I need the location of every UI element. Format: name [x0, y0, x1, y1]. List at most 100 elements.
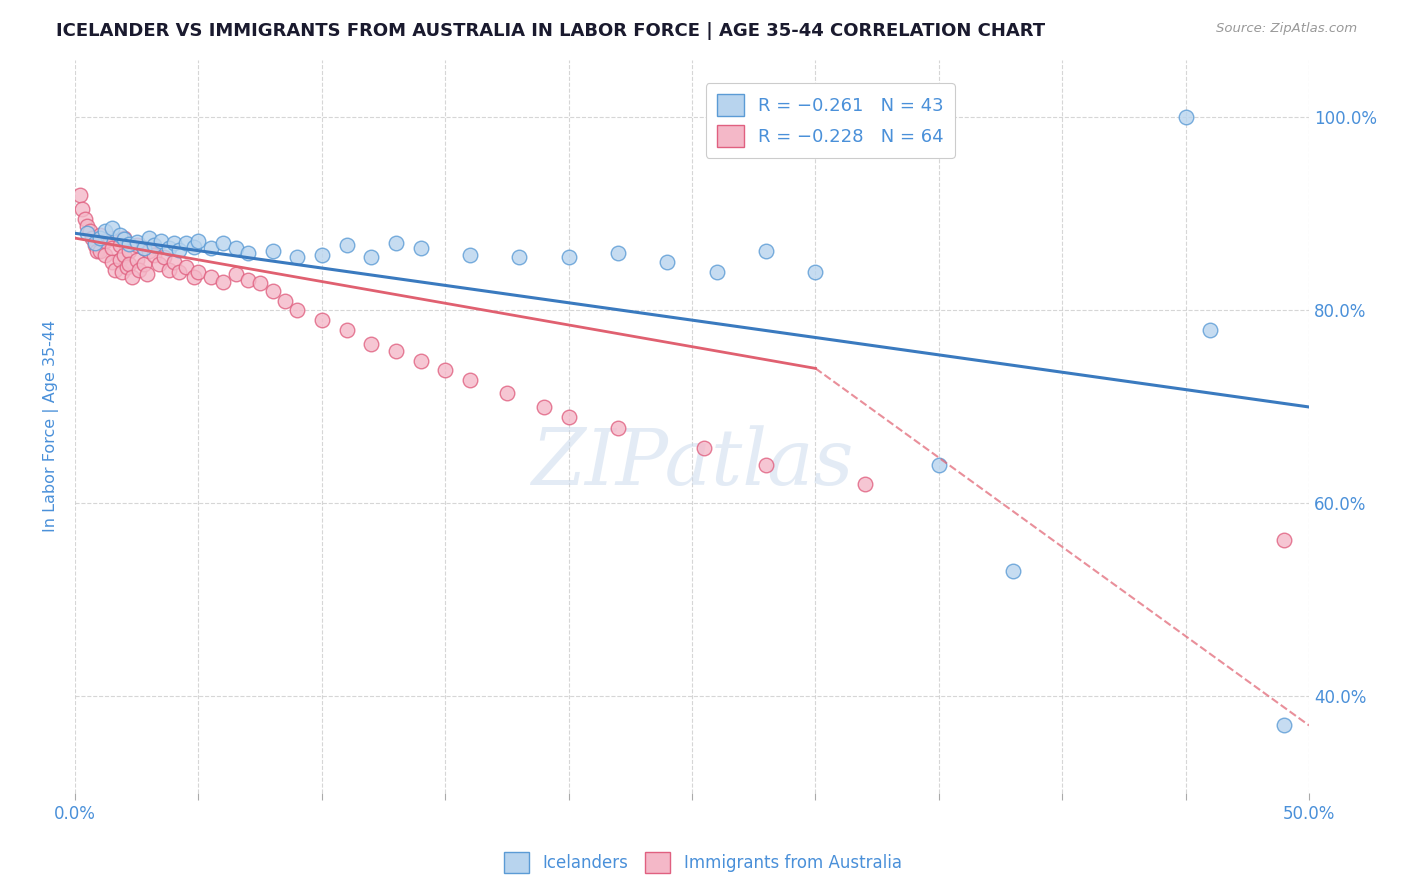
Point: [143, 247, 166, 261]
Point: [174, 235, 197, 250]
Point: [167, 265, 190, 279]
Text: ZIPatlas: ZIPatlas: [531, 425, 853, 501]
Point: [163, 235, 186, 250]
Point: [125, 253, 148, 268]
Point: [98, 231, 121, 245]
Point: [212, 275, 235, 289]
Point: [69, 187, 91, 202]
Point: [360, 337, 382, 351]
Point: [311, 247, 333, 261]
Point: [174, 260, 197, 274]
Point: [187, 234, 209, 248]
Point: [249, 277, 271, 291]
Point: [285, 303, 308, 318]
Point: [134, 241, 156, 255]
Point: [183, 269, 205, 284]
Point: [101, 241, 124, 255]
Point: [607, 421, 630, 435]
Point: [496, 385, 519, 400]
Point: [114, 247, 136, 261]
Point: [212, 235, 235, 250]
Point: [157, 263, 180, 277]
Point: [187, 265, 209, 279]
Point: [157, 241, 180, 255]
Point: [134, 257, 156, 271]
Point: [1274, 718, 1296, 732]
Point: [693, 441, 716, 455]
Y-axis label: In Labor Force | Age 35-44: In Labor Force | Age 35-44: [44, 320, 59, 533]
Point: [385, 344, 408, 359]
Point: [118, 257, 141, 271]
Point: [83, 238, 105, 252]
Point: [533, 400, 555, 414]
Legend: Icelanders, Immigrants from Australia: Icelanders, Immigrants from Australia: [498, 846, 908, 880]
Point: [138, 231, 160, 245]
Legend: R = −0.261   N = 43, R = −0.228   N = 64: R = −0.261 N = 43, R = −0.228 N = 64: [706, 83, 955, 158]
Point: [557, 251, 579, 265]
Point: [111, 265, 134, 279]
Point: [114, 231, 136, 245]
Point: [274, 293, 297, 308]
Point: [79, 224, 101, 238]
Point: [118, 236, 141, 251]
Point: [135, 267, 157, 281]
Point: [755, 458, 778, 472]
Point: [1199, 323, 1222, 337]
Point: [804, 265, 827, 279]
Point: [143, 238, 166, 252]
Point: [1174, 111, 1197, 125]
Point: [262, 244, 284, 258]
Point: [409, 353, 432, 368]
Point: [385, 235, 408, 250]
Point: [1001, 564, 1024, 578]
Point: [115, 260, 138, 274]
Point: [89, 244, 111, 258]
Point: [853, 477, 876, 491]
Point: [103, 263, 125, 277]
Point: [150, 234, 173, 248]
Point: [121, 269, 143, 284]
Text: Source: ZipAtlas.com: Source: ZipAtlas.com: [1216, 22, 1357, 36]
Point: [458, 247, 481, 261]
Point: [262, 284, 284, 298]
Point: [93, 247, 115, 261]
Point: [125, 238, 148, 252]
Point: [76, 227, 98, 241]
Point: [125, 235, 148, 249]
Point: [128, 263, 150, 277]
Point: [101, 221, 124, 235]
Point: [114, 232, 136, 246]
Point: [311, 313, 333, 327]
Point: [108, 238, 131, 252]
Point: [508, 251, 530, 265]
Point: [409, 241, 432, 255]
Point: [108, 228, 131, 243]
Point: [285, 251, 308, 265]
Point: [928, 458, 950, 472]
Point: [82, 231, 104, 245]
Point: [118, 244, 141, 258]
Point: [163, 255, 186, 269]
Point: [706, 265, 728, 279]
Point: [93, 224, 115, 238]
Point: [167, 243, 190, 257]
Point: [607, 245, 630, 260]
Point: [1274, 533, 1296, 548]
Point: [83, 235, 105, 250]
Point: [335, 323, 357, 337]
Point: [153, 251, 176, 265]
Point: [236, 245, 259, 260]
Point: [183, 240, 205, 254]
Point: [434, 363, 457, 377]
Point: [225, 267, 247, 281]
Point: [200, 269, 222, 284]
Point: [360, 251, 382, 265]
Point: [89, 231, 111, 245]
Point: [755, 244, 778, 258]
Point: [134, 241, 156, 255]
Point: [93, 234, 115, 248]
Text: ICELANDER VS IMMIGRANTS FROM AUSTRALIA IN LABOR FORCE | AGE 35-44 CORRELATION CH: ICELANDER VS IMMIGRANTS FROM AUSTRALIA I…: [56, 22, 1046, 40]
Point: [200, 241, 222, 255]
Point: [148, 257, 170, 271]
Point: [458, 373, 481, 387]
